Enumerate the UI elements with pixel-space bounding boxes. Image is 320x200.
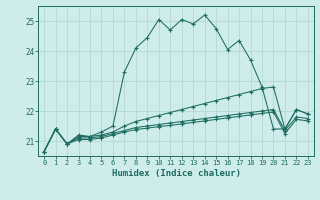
X-axis label: Humidex (Indice chaleur): Humidex (Indice chaleur): [111, 169, 241, 178]
